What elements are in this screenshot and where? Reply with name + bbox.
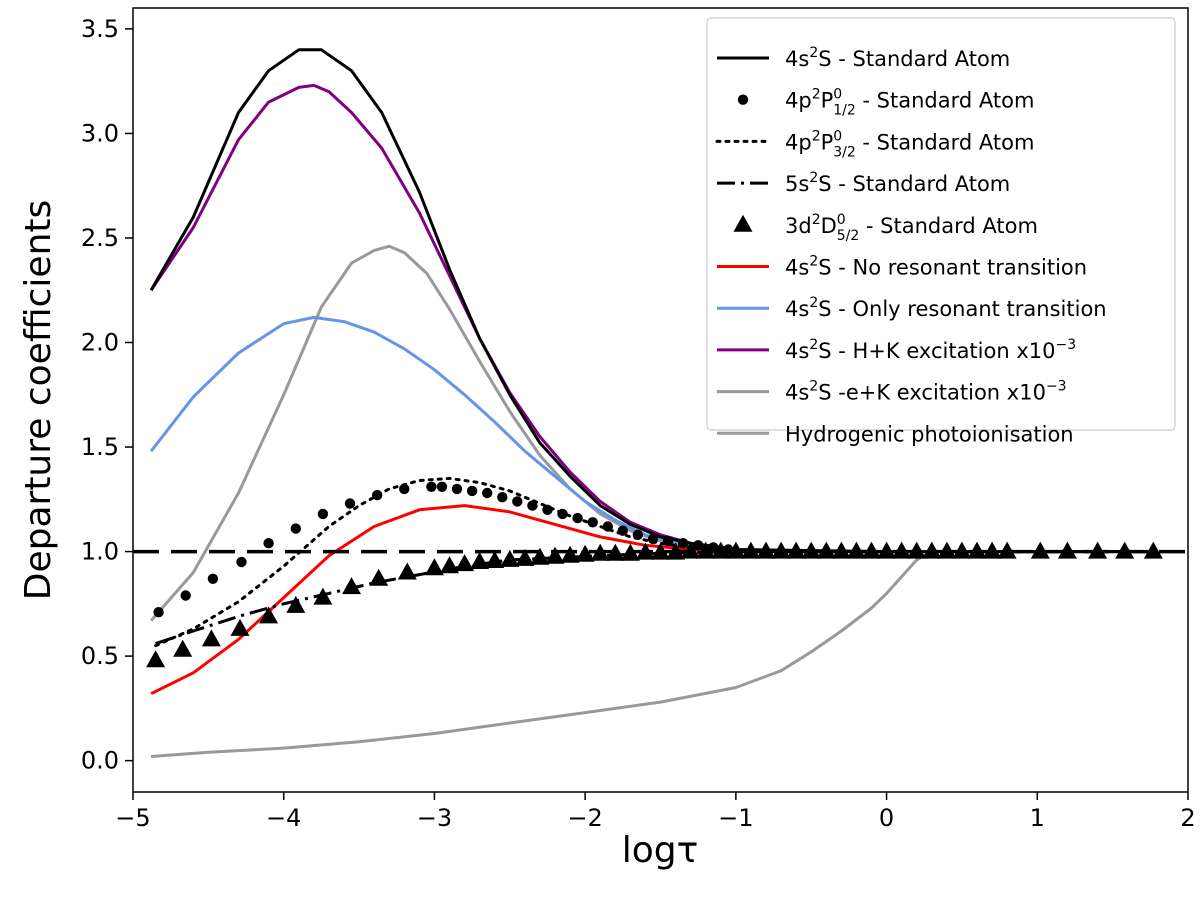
legend-label: 4p2P0 1/2 - Standard Atom: [785, 87, 1034, 119]
series-2-point: [263, 538, 274, 549]
legend-label: 4s2S - Only resonant transition: [785, 295, 1107, 321]
series-2-point: [236, 556, 247, 568]
series-5-point: [515, 548, 535, 566]
x-tick-label: −2: [567, 804, 602, 832]
y-tick-label: 3.0: [81, 119, 119, 147]
legend-label: 4s2S - H+K excitation x10−3: [785, 337, 1076, 363]
series-5-point: [173, 639, 193, 657]
series-2-point: [482, 487, 493, 499]
series-5-point: [286, 595, 306, 613]
series-5-point: [424, 558, 444, 576]
series-2-point: [617, 525, 628, 536]
series-5-point: [530, 547, 550, 565]
series-8-line: [149, 83, 752, 554]
legend-marker: [733, 214, 753, 232]
x-axis-label: logτ: [622, 830, 699, 871]
legend-label: 5s2S - Standard Atom: [785, 170, 1010, 196]
series-5-point: [259, 606, 279, 624]
series-2-point: [290, 523, 301, 534]
series-5-point: [545, 546, 565, 564]
series-2-point: [426, 481, 437, 492]
y-axis-label: Departure coefficients: [18, 200, 59, 601]
series-2-point: [466, 485, 478, 497]
series-2-point: [602, 521, 613, 532]
series-2-point: [399, 483, 410, 495]
y-tick-label: 3.5: [81, 15, 119, 43]
legend-label: 4s2S - Standard Atom: [785, 45, 1010, 71]
legend-frame: [706, 17, 1176, 431]
series-2-point: [317, 508, 329, 520]
series-2-point: [436, 481, 448, 492]
plot-frame: [132, 7, 1189, 793]
y-tick-label: 2.0: [81, 329, 119, 357]
series-2-point: [527, 500, 538, 511]
series-5-point: [230, 618, 250, 636]
x-tick-label: −4: [266, 804, 301, 832]
x-tick-label: −3: [417, 804, 452, 832]
series-2-point: [542, 504, 553, 515]
series-3-line: [154, 476, 889, 648]
y-tick-label: 0.5: [81, 642, 119, 670]
series-2-point: [587, 517, 598, 528]
y-tick-label: 0.0: [81, 747, 119, 775]
series-2-point: [572, 512, 583, 524]
series-2-point: [372, 489, 383, 501]
x-tick-label: −5: [115, 804, 150, 832]
x-tick-label: 1: [1030, 804, 1045, 832]
y-tick-label: 1.5: [81, 433, 119, 461]
series-2-point: [344, 498, 356, 509]
series-2-point: [497, 492, 508, 503]
series-5-point: [146, 650, 166, 668]
series-2-point: [451, 483, 463, 495]
series-5-point: [201, 629, 221, 647]
series-6-line: [150, 504, 782, 696]
series-2-point: [632, 529, 644, 540]
x-tick-label: 2: [1180, 804, 1195, 832]
legend-label: 3d2D0 5/2 - Standard Atom: [785, 212, 1038, 244]
y-tick-label: 2.5: [81, 224, 119, 252]
axis-ticks: −5 −4 −3 −2 −1 0 1 2 0.0 0.5 1.0 1.5 2.0 2.5 3.0 3.5: [81, 15, 1196, 832]
x-tick-label: −1: [718, 804, 753, 832]
series-1-line: [149, 48, 1158, 554]
x-tick-label: 0: [879, 804, 894, 832]
series-2-point: [512, 496, 523, 507]
y-tick-label: 1.0: [81, 538, 119, 566]
legend: 4s2S - Standard Atom 4p2P0 1/2 - Standard …: [706, 17, 1176, 446]
series-7-line: [149, 315, 767, 554]
series-2-point: [207, 573, 219, 584]
legend-label: 4p2P0 3/2 - Standard Atom: [785, 128, 1034, 160]
series-4-line: [155, 550, 1158, 646]
legend-label: Hydrogenic photoionisation: [785, 422, 1074, 446]
legend-label: 4s2S -e+K excitation x10−3: [785, 379, 1067, 405]
series-2-point: [153, 607, 164, 618]
series-2-point: [557, 508, 568, 520]
series-5-point: [651, 542, 670, 560]
series-2-point: [180, 590, 191, 601]
legend-label: 4s2S - No resonant transition: [785, 254, 1087, 280]
legend-marker: [737, 94, 749, 105]
